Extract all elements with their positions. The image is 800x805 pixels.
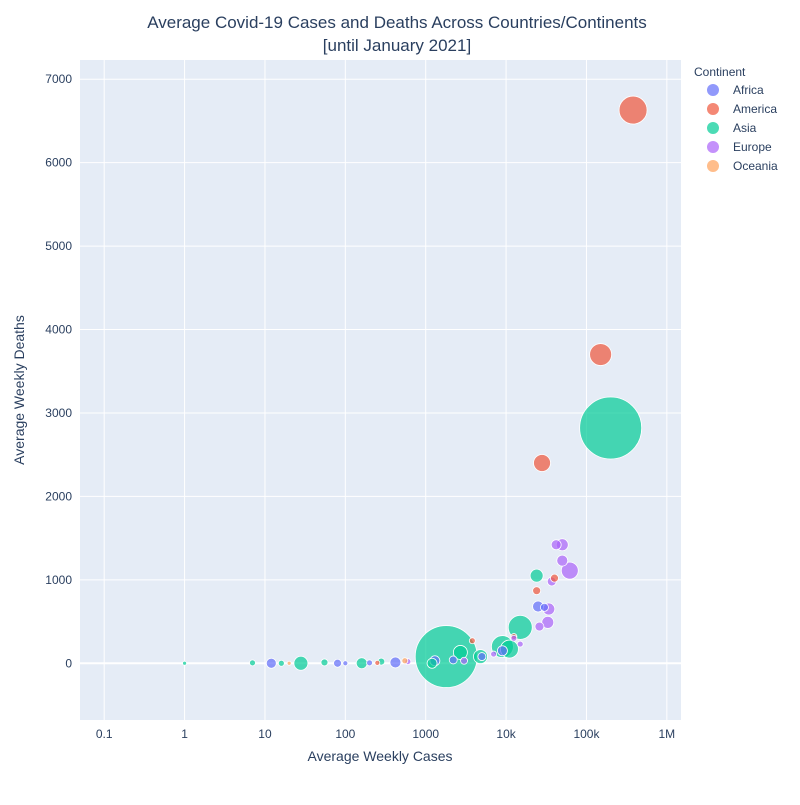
data-point-africa-27[interactable] (333, 658, 342, 668)
x-tick-label-3: 100 (335, 727, 355, 741)
data-point-america-32[interactable] (550, 573, 559, 583)
legend-marker-europe (707, 141, 719, 153)
data-point-europe-43[interactable] (510, 634, 518, 642)
data-point-africa-30[interactable] (540, 602, 549, 612)
legend[interactable]: Continent Africa America Asia Europe Oceania (694, 65, 778, 173)
data-point-africa-29[interactable] (477, 652, 487, 661)
x-axis-title: Average Weekly Cases (308, 748, 453, 764)
data-point-america-4[interactable] (589, 343, 613, 366)
grid-layer (80, 60, 681, 720)
data-point-africa-36[interactable] (366, 659, 373, 667)
x-tick-label-4: 1000 (412, 727, 439, 741)
data-layer (182, 95, 648, 688)
y-tick-label-2: 2000 (45, 489, 72, 503)
x-tick-label-0: 0.1 (96, 727, 113, 741)
x-tick-label-1: 1 (181, 727, 188, 741)
data-point-asia-18[interactable] (355, 657, 368, 670)
data-point-europe-44[interactable] (516, 640, 524, 648)
plot-background (80, 60, 681, 720)
legend-label-africa: Africa (733, 83, 764, 97)
legend-marker-africa (707, 84, 719, 96)
legend-marker-oceania (707, 160, 719, 172)
data-point-europe-24[interactable] (550, 539, 562, 551)
data-point-africa-28[interactable] (448, 655, 458, 665)
legend-item-europe[interactable]: Europe (707, 140, 772, 154)
legend-label-asia: Asia (733, 121, 757, 135)
data-point-america-7[interactable] (533, 454, 551, 472)
data-point-asia-23[interactable] (426, 657, 438, 669)
data-point-africa-20[interactable] (265, 657, 277, 669)
legend-item-america[interactable]: America (707, 102, 777, 116)
legend-label-oceania: Oceania (733, 159, 778, 173)
ticks-layer: 0.1 1 10 100 1000 10k 100k 1M 0 1000 2000 3000 4000 5… (45, 72, 675, 741)
data-point-america-37[interactable] (468, 637, 476, 645)
data-point-africa-16[interactable] (389, 656, 402, 669)
legend-item-oceania[interactable]: Oceania (707, 159, 778, 173)
data-point-asia-1[interactable] (579, 396, 643, 460)
data-point-europe-25[interactable] (534, 621, 545, 632)
y-tick-label-6: 6000 (45, 156, 72, 170)
y-tick-label-3: 3000 (45, 406, 72, 420)
data-point-asia-33[interactable] (320, 658, 329, 667)
legend-items[interactable]: Africa America Asia Europe Oceania (707, 83, 778, 173)
y-tick-label-1: 1000 (45, 573, 72, 587)
data-point-america-47[interactable] (374, 659, 381, 666)
x-tick-label-5: 10k (496, 727, 516, 741)
data-point-asia-39[interactable] (249, 659, 256, 667)
data-point-oceania-49[interactable] (286, 660, 292, 666)
legend-title: Continent (694, 65, 746, 79)
data-point-america-31[interactable] (532, 586, 542, 596)
y-tick-label-7: 7000 (45, 72, 72, 86)
chart-title-line1: Average Covid-19 Cases and Deaths Across… (147, 13, 647, 32)
data-point-asia-10[interactable] (452, 645, 468, 660)
legend-item-asia[interactable]: Asia (707, 121, 757, 135)
data-point-africa-46[interactable] (342, 660, 349, 667)
chart-title-line2: [until January 2021] (323, 36, 471, 55)
y-tick-label-5: 5000 (45, 239, 72, 253)
data-point-africa-22[interactable] (497, 645, 508, 657)
legend-label-america: America (733, 102, 777, 116)
data-point-europe-35[interactable] (460, 656, 468, 665)
data-point-america-2[interactable] (618, 95, 648, 125)
y-tick-label-4: 4000 (45, 323, 72, 337)
data-point-oceania-45[interactable] (401, 657, 409, 665)
x-tick-label-7: 1M (659, 727, 676, 741)
y-axis-title: Average Weekly Deaths (11, 315, 27, 465)
legend-marker-america (707, 103, 719, 115)
data-point-asia-9[interactable] (293, 655, 309, 671)
data-point-asia-40[interactable] (277, 659, 285, 667)
data-point-asia-48[interactable] (182, 660, 187, 666)
data-point-asia-0[interactable] (414, 625, 478, 688)
x-tick-label-2: 10 (258, 727, 272, 741)
y-tick-label-0: 0 (65, 656, 72, 670)
data-point-europe-42[interactable] (490, 650, 498, 658)
x-tick-label-6: 100k (573, 727, 600, 741)
data-point-europe-19[interactable] (556, 554, 569, 567)
data-point-europe-8[interactable] (560, 561, 579, 580)
data-point-asia-12[interactable] (529, 568, 544, 583)
legend-label-europe: Europe (733, 140, 772, 154)
legend-marker-asia (707, 122, 719, 134)
legend-item-africa[interactable]: Africa (707, 83, 764, 97)
